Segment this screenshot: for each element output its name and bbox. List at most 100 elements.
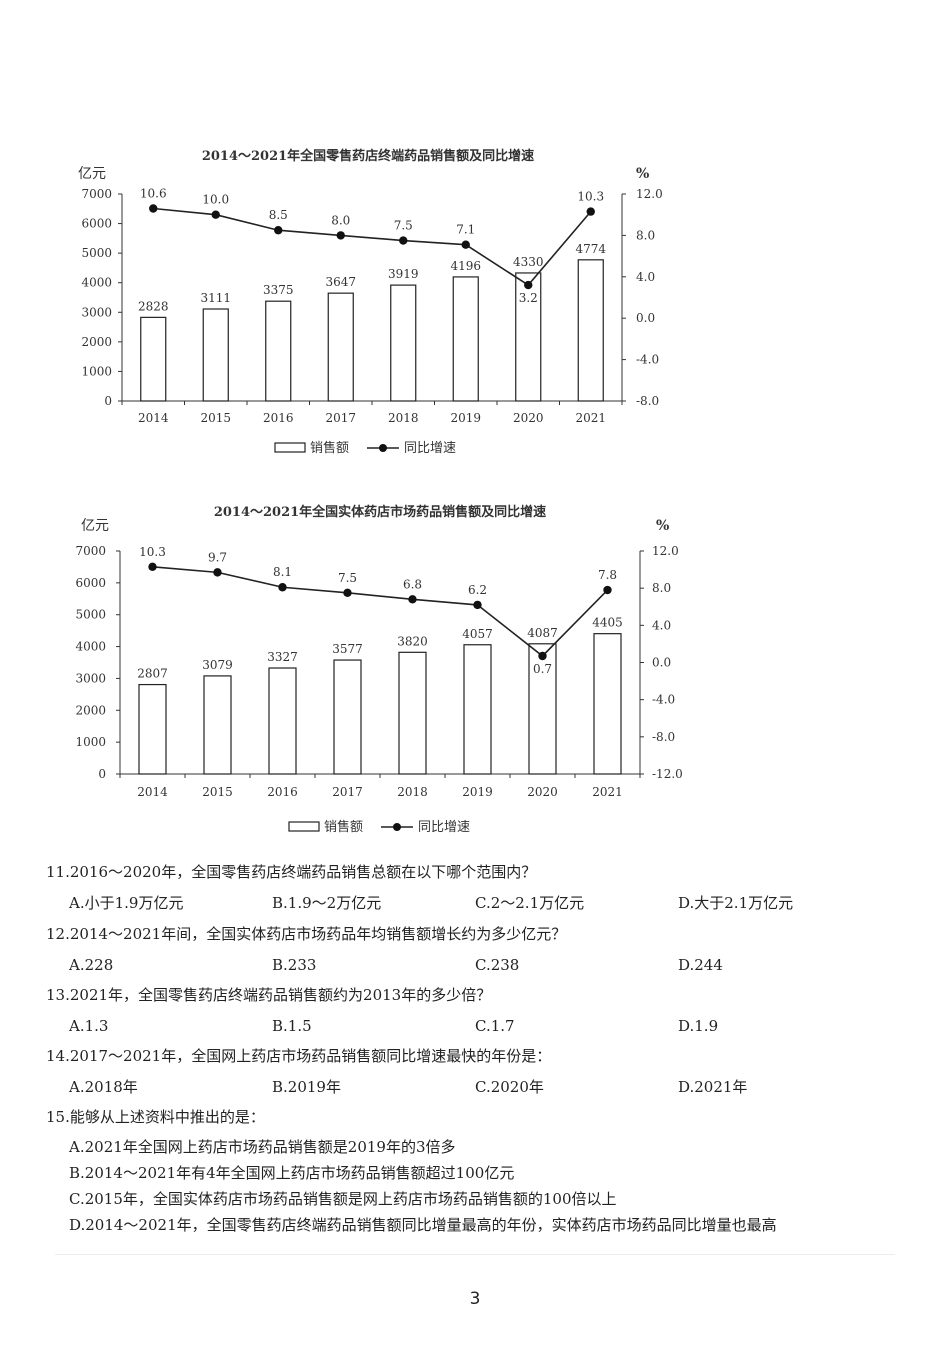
question-15-option-c[interactable]: C.2015年，全国实体药店市场药品销售额是网上药店市场药品销售额的100倍以上 [69, 1190, 617, 1208]
left-tick-label: 6000 [75, 576, 106, 590]
x-tick-label: 2015 [202, 785, 233, 799]
x-tick-label: 2016 [263, 411, 294, 425]
right-tick-label: -4.0 [652, 693, 675, 707]
growth-value-label: 0.7 [533, 662, 552, 676]
left-tick-label: 4000 [81, 276, 112, 290]
question-14-option-a[interactable]: A.2018年 [69, 1078, 138, 1096]
bar-value-label: 3327 [267, 650, 298, 664]
growth-value-label: 8.0 [331, 213, 350, 227]
legend-line-marker [393, 823, 401, 831]
growth-point [473, 600, 482, 610]
page-divider [55, 1254, 895, 1255]
x-tick-label: 2020 [513, 411, 544, 425]
growth-line [153, 207, 592, 287]
bar-value-label: 2828 [138, 299, 169, 313]
left-tick-label: 2000 [75, 703, 106, 717]
left-tick-label: 6000 [81, 217, 112, 231]
growth-value-label: 6.8 [403, 577, 422, 591]
right-tick-label: 12.0 [636, 187, 663, 201]
legend-line-label: 同比增速 [418, 820, 470, 835]
growth-value-label: 8.5 [269, 208, 288, 222]
right-tick-label: 0.0 [636, 311, 655, 325]
growth-value-label: 7.5 [338, 571, 357, 585]
chart-title: 2014～2021年全国实体药店市场药品销售额及同比增速 [214, 504, 546, 520]
left-tick-label: 7000 [75, 544, 106, 558]
bar [452, 276, 479, 402]
bar [333, 659, 362, 775]
left-tick-label: 0 [98, 767, 106, 781]
bar-value-label: 3111 [200, 291, 231, 305]
question-13-option-a[interactable]: A.1.3 [69, 1017, 109, 1035]
left-tick-label: 5000 [81, 246, 112, 260]
question-11-option-c[interactable]: C.2～2.1万亿元 [475, 894, 585, 912]
page-number: 3 [469, 1289, 481, 1309]
question-12-option-a[interactable]: A.228 [69, 956, 114, 974]
x-tick-label: 2017 [325, 411, 356, 425]
legend-line-marker [379, 444, 387, 452]
x-tick-label: 2014 [137, 785, 168, 799]
chart-physical-pharmacy: 2014～2021年全国实体药店市场药品销售额及同比增速 亿元% 7000 6000 5… [0, 495, 720, 845]
x-tick-label: 2017 [332, 785, 363, 799]
legend-bar-label: 销售额 [310, 440, 349, 456]
growth-value-label: 10.3 [577, 190, 604, 204]
question-13-option-b[interactable]: B.1.5 [272, 1017, 312, 1035]
growth-point [586, 207, 595, 216]
left-tick-label: 0 [104, 394, 112, 408]
growth-value-label: 7.1 [456, 223, 475, 237]
question-11-option-d[interactable]: D.大于2.1万亿元 [678, 894, 794, 912]
right-tick-label: -12.0 [652, 767, 683, 781]
question-11-option-b[interactable]: B.1.9～2万亿元 [272, 894, 382, 912]
left-axis-unit: 亿元 [78, 166, 106, 182]
growth-point [603, 585, 612, 595]
left-tick-label: 3000 [75, 671, 106, 685]
bar-value-label: 4196 [450, 259, 481, 273]
right-tick-label: 8.0 [636, 228, 655, 242]
question-13-option-c[interactable]: C.1.7 [475, 1017, 515, 1035]
growth-point [336, 231, 345, 240]
chart-title: 2014～2021年全国零售药店终端药品销售额及同比增速 [202, 148, 534, 164]
bar-value-label: 3577 [332, 642, 363, 656]
bar-value-label: 4087 [527, 626, 558, 640]
question-13-option-d[interactable]: D.1.9 [678, 1017, 719, 1035]
question-12-option-d[interactable]: D.244 [678, 956, 723, 974]
right-tick-label: 8.0 [652, 581, 671, 595]
bar-value-label: 4330 [513, 255, 544, 269]
bar [528, 643, 557, 775]
bar [327, 292, 354, 402]
x-tick-label: 2021 [575, 411, 606, 425]
bar [138, 683, 167, 775]
question-14-option-c[interactable]: C.2020年 [475, 1078, 544, 1096]
growth-point [211, 210, 220, 219]
legend-line-label: 同比增速 [404, 441, 456, 456]
legend-bar-swatch [288, 821, 320, 832]
x-tick-label: 2021 [592, 785, 623, 799]
growth-point [461, 240, 470, 249]
question-15-stem: 15.能够从上述资料中推出的是： [46, 1108, 265, 1126]
left-tick-label: 7000 [81, 187, 112, 201]
growth-value-label: 8.1 [273, 565, 292, 579]
growth-point [149, 204, 158, 213]
question-15-option-b[interactable]: B.2014～2021年有4年全国网上药店市场药品销售额超过100亿元 [69, 1164, 515, 1182]
question-12-option-b[interactable]: B.233 [272, 956, 317, 974]
question-14-option-b[interactable]: B.2019年 [272, 1078, 341, 1096]
question-13-stem: 13.2021年，全国零售药店终端药品销售额约为2013年的多少倍？ [46, 986, 492, 1004]
question-12-option-c[interactable]: C.238 [475, 956, 520, 974]
left-tick-label: 4000 [75, 640, 106, 654]
bar-value-label: 3647 [325, 275, 356, 289]
growth-point [213, 568, 222, 577]
x-tick-label: 2019 [462, 785, 493, 799]
left-tick-label: 2000 [81, 335, 112, 349]
bar [515, 272, 542, 402]
x-tick-label: 2014 [138, 411, 169, 425]
question-15-option-a[interactable]: A.2021年全国网上药店市场药品销售额是2019年的3倍多 [69, 1138, 456, 1156]
growth-point [399, 236, 408, 245]
growth-value-label: 7.5 [394, 219, 413, 233]
bar [577, 259, 604, 402]
growth-value-label: 6.2 [468, 583, 487, 597]
x-tick-label: 2018 [397, 785, 428, 799]
question-14-option-d[interactable]: D.2021年 [678, 1078, 748, 1096]
question-11-option-a[interactable]: A.小于1.9万亿元 [69, 894, 184, 912]
right-tick-label: -8.0 [652, 730, 675, 744]
question-15-option-d[interactable]: D.2014～2021年，全国零售药店终端药品销售额同比增量最高的年份，实体药店… [69, 1216, 777, 1234]
bar-value-label: 3375 [263, 283, 294, 297]
